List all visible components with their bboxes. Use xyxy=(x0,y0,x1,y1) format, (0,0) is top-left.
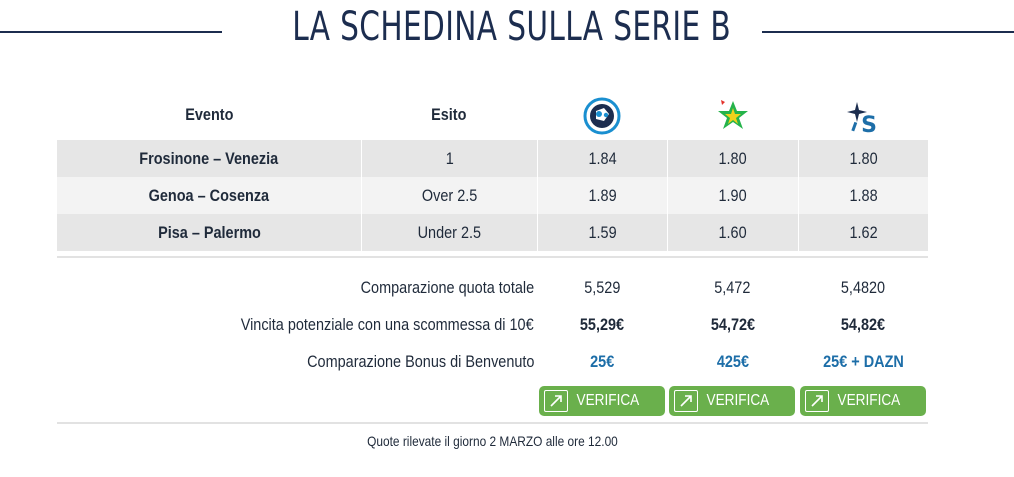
event-name: Pisa – Palermo xyxy=(157,223,261,242)
table-row: Genoa – Cosenza Over 2.5 1.89 1.90 1.88 xyxy=(57,177,928,214)
odds-bookmaker-2: 1.80 xyxy=(667,140,798,177)
star-logo-icon xyxy=(717,100,748,129)
header-rule-left xyxy=(0,31,222,33)
potential-win-bookmaker-1: 55,29€ xyxy=(579,315,625,334)
odds-bookmaker-3: 1.80 xyxy=(798,140,928,177)
footer-divider xyxy=(57,422,928,424)
total-odds-bookmaker-1: 5,529 xyxy=(583,278,621,297)
page-header: LA SCHEDINA SULLA SERIE B xyxy=(0,0,1014,70)
page-title: LA SCHEDINA SULLA SERIE B xyxy=(292,4,731,50)
odds-bookmaker-1: 1.59 xyxy=(537,214,667,251)
welcome-bonus-bookmaker-2: 425€ xyxy=(716,352,749,371)
odds-bookmaker-3: 1.62 xyxy=(798,214,928,251)
bookmaker-2-logo xyxy=(667,92,798,140)
potential-win-label: Vincita potenziale con una scommessa di … xyxy=(241,315,534,334)
verify-button-bookmaker-2[interactable]: VERIFICA xyxy=(669,386,795,416)
odds-bookmaker-2: 1.60 xyxy=(667,214,798,251)
soccer-ball-logo-icon xyxy=(583,97,621,135)
welcome-bonus-label: Comparazione Bonus di Benvenuto xyxy=(306,352,534,371)
verify-button-bookmaker-3[interactable]: VERIFICA xyxy=(800,386,926,416)
outcome: Under 2.5 xyxy=(361,214,537,251)
external-link-icon xyxy=(544,390,568,412)
odds-bookmaker-2: 1.90 xyxy=(667,177,798,214)
total-odds-label: Comparazione quota totale xyxy=(360,278,534,297)
table-row: Pisa – Palermo Under 2.5 1.59 1.60 1.62 xyxy=(57,214,928,251)
header-outcome: Esito xyxy=(431,105,467,124)
svg-text:S: S xyxy=(861,113,877,136)
external-link-icon xyxy=(805,390,829,412)
odds-table: Evento Esito S xyxy=(57,92,928,251)
odds-bookmaker-3: 1.88 xyxy=(798,177,928,214)
external-link-icon xyxy=(674,390,698,412)
event-name: Frosinone – Venezia xyxy=(139,149,279,168)
outcome: 1 xyxy=(361,140,537,177)
total-odds-bookmaker-2: 5,472 xyxy=(714,278,751,297)
welcome-bonus-bookmaker-3: 25€ + DAZN xyxy=(822,352,904,371)
total-odds-bookmaker-3: 5,4820 xyxy=(840,278,886,297)
table-header: Evento Esito S xyxy=(57,92,928,140)
event-name: Genoa – Cosenza xyxy=(148,186,270,205)
odds-bookmaker-1: 1.84 xyxy=(537,140,667,177)
s-star-logo-icon: S xyxy=(847,102,877,138)
verify-button-label: VERIFICA xyxy=(576,392,639,409)
header-event: Evento xyxy=(184,105,234,124)
odds-timestamp-note: Quote rilevate il giorno 2 MARZO alle or… xyxy=(367,433,618,449)
potential-win-bookmaker-2: 54,72€ xyxy=(710,315,755,334)
verify-button-label: VERIFICA xyxy=(837,392,900,409)
header-rule-right xyxy=(762,31,1014,33)
verify-button-label: VERIFICA xyxy=(706,392,769,409)
welcome-bonus-bookmaker-1: 25€ xyxy=(589,352,615,371)
odds-bookmaker-1: 1.89 xyxy=(537,177,667,214)
outcome: Over 2.5 xyxy=(361,177,537,214)
bookmaker-3-logo: S xyxy=(798,92,928,140)
table-divider xyxy=(57,256,928,258)
bookmaker-1-logo xyxy=(537,92,667,140)
potential-win-bookmaker-3: 54,82€ xyxy=(840,315,886,334)
table-row: Frosinone – Venezia 1 1.84 1.80 1.80 xyxy=(57,140,928,177)
verify-button-bookmaker-1[interactable]: VERIFICA xyxy=(539,386,665,416)
